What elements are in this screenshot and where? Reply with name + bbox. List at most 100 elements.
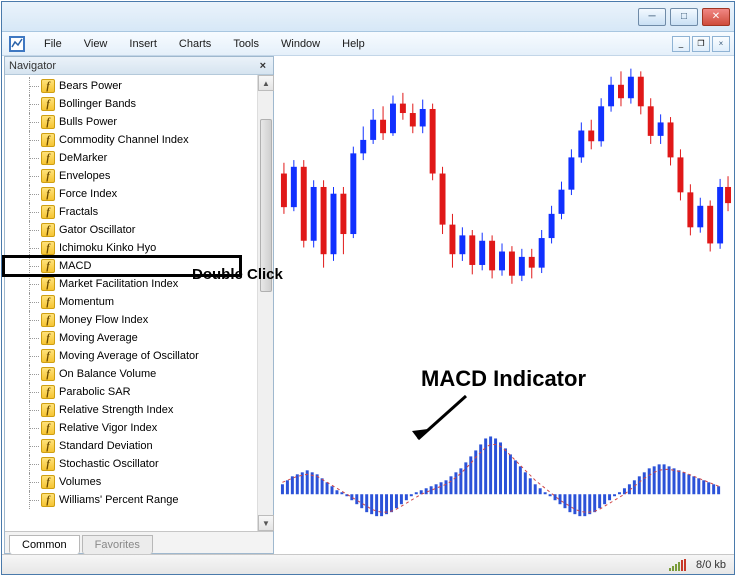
indicator-item[interactable]: f MACD	[23, 257, 273, 275]
mdi-close-button[interactable]: ×	[712, 36, 730, 52]
function-icon: f	[41, 169, 55, 183]
indicator-item[interactable]: fStandard Deviation	[23, 437, 273, 455]
function-icon: f	[41, 241, 55, 255]
app-window: ─ □ ✕ FileViewInsertChartsToolsWindowHel…	[1, 1, 735, 575]
indicator-item[interactable]: fMoving Average of Oscillator	[23, 347, 273, 365]
menu-help[interactable]: Help	[332, 35, 375, 53]
menu-charts[interactable]: Charts	[169, 35, 221, 53]
menubar: FileViewInsertChartsToolsWindowHelp _ ❐ …	[2, 32, 734, 56]
indicator-item[interactable]: fParabolic SAR	[23, 383, 273, 401]
function-icon: f	[41, 367, 55, 381]
function-icon: f	[41, 349, 55, 363]
menu-insert[interactable]: Insert	[119, 35, 167, 53]
indicator-item[interactable]: fStochastic Oscillator	[23, 455, 273, 473]
indicator-item[interactable]: fFractals	[23, 203, 273, 221]
indicator-label: Envelopes	[59, 170, 110, 182]
window-minimize-button[interactable]: ─	[638, 8, 666, 26]
indicator-label: Ichimoku Kinko Hyo	[59, 242, 156, 254]
indicator-item[interactable]: f Commodity Channel Index	[23, 131, 273, 149]
minimize-icon: ─	[648, 11, 655, 22]
scroll-up-button[interactable]: ▲	[258, 75, 274, 91]
function-icon: f	[41, 79, 55, 93]
indicator-item[interactable]: f Relative Vigor Index	[23, 419, 273, 437]
function-icon: f	[41, 457, 55, 471]
indicator-label: Williams' Percent Range	[59, 494, 178, 506]
function-icon: f	[41, 259, 55, 273]
indicator-item[interactable]: f Relative Strength Index	[23, 401, 273, 419]
tab-favorites[interactable]: Favorites	[82, 535, 153, 554]
indicator-item[interactable]: fBollinger Bands	[23, 95, 273, 113]
indicator-item[interactable]: fBulls Power	[23, 113, 273, 131]
maximize-icon: □	[681, 11, 687, 22]
navigator-close-button[interactable]: ×	[257, 60, 269, 72]
close-icon: ×	[719, 39, 724, 48]
menu-view[interactable]: View	[74, 35, 118, 53]
menu-tools[interactable]: Tools	[223, 35, 269, 53]
function-icon: f	[41, 493, 55, 507]
mdi-buttons: _ ❐ ×	[672, 36, 734, 52]
content-area: Navigator × fBears PowerfBollinger Bands…	[2, 56, 734, 554]
indicator-label: Momentum	[59, 296, 114, 308]
titlebar: ─ □ ✕	[2, 2, 734, 32]
function-icon: f	[41, 223, 55, 237]
window-close-button[interactable]: ✕	[702, 8, 730, 26]
navigator-title: Navigator	[9, 60, 56, 72]
indicator-label: Commodity Channel Index	[59, 134, 189, 146]
function-icon: f	[41, 205, 55, 219]
tab-common[interactable]: Common	[9, 535, 80, 554]
function-icon: f	[41, 115, 55, 129]
function-icon: f	[41, 133, 55, 147]
indicator-label: Money Flow Index	[59, 314, 148, 326]
indicator-item[interactable]: fMomentum	[23, 293, 273, 311]
restore-icon: ❐	[697, 39, 704, 48]
function-icon: f	[41, 331, 55, 345]
menu-window[interactable]: Window	[271, 35, 330, 53]
indicator-item[interactable]: f Ichimoku Kinko Hyo	[23, 239, 273, 257]
function-icon: f	[41, 475, 55, 489]
scroll-down-button[interactable]: ▼	[258, 515, 274, 531]
indicator-item[interactable]: fMoving Average	[23, 329, 273, 347]
function-icon: f	[41, 403, 55, 417]
indicator-label: Force Index	[59, 188, 117, 200]
indicator-label: Volumes	[59, 476, 101, 488]
close-icon: ✕	[712, 11, 720, 22]
mdi-minimize-button[interactable]: _	[672, 36, 690, 52]
function-icon: f	[41, 187, 55, 201]
navigator-scrollbar[interactable]: ▲ ▼	[257, 75, 273, 531]
menu-file[interactable]: File	[34, 35, 72, 53]
indicator-item[interactable]: f Money Flow Index	[23, 311, 273, 329]
navigator-panel: Navigator × fBears PowerfBollinger Bands…	[4, 56, 274, 554]
navigator-titlebar: Navigator ×	[5, 57, 273, 75]
indicator-label: Relative Strength Index	[59, 404, 173, 416]
indicator-item[interactable]: fGator Oscillator	[23, 221, 273, 239]
mdi-restore-button[interactable]: ❐	[692, 36, 710, 52]
window-maximize-button[interactable]: □	[670, 8, 698, 26]
indicator-item[interactable]: f Market Facilitation Index	[23, 275, 273, 293]
function-icon: f	[41, 421, 55, 435]
indicator-item[interactable]: fOn Balance Volume	[23, 365, 273, 383]
indicator-item[interactable]: f Envelopes	[23, 167, 273, 185]
statusbar: 8/0 kb	[2, 554, 734, 574]
indicator-label: Relative Vigor Index	[59, 422, 157, 434]
indicator-label: Bears Power	[59, 80, 122, 92]
function-icon: f	[41, 313, 55, 327]
minimize-icon: _	[679, 39, 683, 48]
scroll-thumb[interactable]	[260, 119, 272, 292]
function-icon: f	[41, 277, 55, 291]
indicator-label: Market Facilitation Index	[59, 278, 178, 290]
function-icon: f	[41, 151, 55, 165]
navigator-tabs: Common Favorites	[5, 531, 273, 553]
indicator-item[interactable]: f Bears Power	[23, 77, 273, 95]
indicator-label: Standard Deviation	[59, 440, 153, 452]
indicator-item[interactable]: f Williams' Percent Range	[23, 491, 273, 509]
indicator-label: Bollinger Bands	[59, 98, 136, 110]
chart-area[interactable]: MACD Indicator	[276, 56, 732, 554]
indicator-item[interactable]: f Force Index	[23, 185, 273, 203]
indicator-item[interactable]: f DeMarker	[23, 149, 273, 167]
indicator-label: MACD	[59, 260, 91, 272]
status-transfer: 8/0 kb	[696, 559, 726, 571]
connection-bars-icon	[669, 559, 686, 571]
navigator-tree[interactable]: fBears PowerfBollinger BandsfBulls Power…	[5, 75, 273, 531]
indicator-label: DeMarker	[59, 152, 107, 164]
indicator-item[interactable]: f Volumes	[23, 473, 273, 491]
